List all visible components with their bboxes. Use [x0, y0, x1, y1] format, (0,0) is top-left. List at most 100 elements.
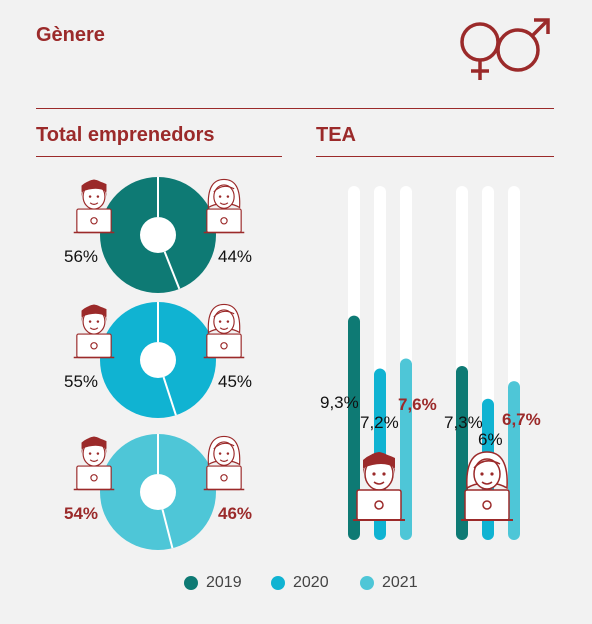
laptop-logo [90, 474, 98, 482]
donut-slice-dona [162, 376, 177, 416]
woman-illustration [203, 303, 245, 359]
eye-right [226, 195, 230, 198]
face-shape [213, 309, 235, 334]
donut-hole [140, 342, 176, 378]
legend-item-2020: 2020 [271, 574, 329, 592]
man-illustration [73, 179, 115, 234]
eye-left [218, 452, 222, 455]
mouth-shape [481, 481, 493, 485]
tea-group-dona: 7,3%6%6,7% [444, 186, 541, 540]
tea-label-2021: 7,6% [398, 395, 437, 414]
pct-label-dona: 44% [218, 247, 252, 266]
total-emprenedors-donuts: 56% 44% 55% 45% 54% 46% [64, 177, 252, 550]
donut-2020: 55% 45% [64, 302, 252, 418]
eye-right [96, 452, 100, 455]
pct-label-home: 54% [64, 504, 98, 523]
eye-right [96, 320, 100, 323]
legend-item-2019: 2019 [184, 574, 242, 592]
tea-bar-2019 [348, 315, 360, 540]
man-illustration [73, 436, 115, 491]
legend-label-2021: 2021 [382, 574, 418, 591]
laptop-shape [356, 489, 402, 521]
hair-fringe [473, 460, 501, 469]
laptop-logo [374, 500, 384, 510]
donut-2021: 54% 46% [64, 434, 252, 550]
hair-fringe [213, 185, 235, 193]
eye-right [490, 472, 494, 476]
tea-group-home: 9,3%7,2%7,6% [320, 186, 437, 540]
laptop-shape [464, 489, 510, 521]
laptop-shape [206, 208, 242, 234]
mouth-shape [219, 202, 229, 205]
pct-label-dona: 45% [218, 372, 252, 391]
man-illustration [353, 452, 405, 521]
legend-dot-2020 [271, 576, 285, 590]
donut-slice-dona [161, 509, 174, 549]
pct-label-home: 56% [64, 247, 98, 266]
legend-label-2019: 2019 [206, 574, 242, 591]
woman-illustration [461, 451, 513, 521]
mouth-shape [89, 202, 99, 205]
legend-label-2020: 2020 [293, 574, 329, 591]
right-section-divider [316, 156, 554, 157]
pct-label-home: 55% [64, 372, 98, 391]
laptop-logo [220, 342, 228, 350]
laptop-shape [76, 208, 112, 234]
eye-right [96, 195, 100, 198]
eye-right [226, 452, 230, 455]
tea-label-2019: 9,3% [320, 393, 359, 412]
laptop-shape [76, 465, 112, 491]
right-section-title: TEA [316, 124, 356, 146]
laptop-shape [206, 465, 242, 491]
hair-fringe [363, 453, 395, 468]
mouth-shape [373, 481, 385, 485]
laptop-logo [90, 217, 98, 225]
tea-bar-chart: 9,3%7,2%7,6%7,3%6%6,7% [320, 186, 541, 540]
face-shape [213, 184, 235, 209]
tea-bar-2021 [508, 381, 520, 540]
eye-left [88, 452, 92, 455]
face-shape [213, 441, 235, 466]
laptop-shape [76, 333, 112, 359]
laptop-logo [90, 342, 98, 350]
laptop-logo [220, 217, 228, 225]
laptop-shape [206, 333, 242, 359]
face-shape [473, 458, 501, 490]
mouth-shape [89, 459, 99, 462]
eye-right [382, 472, 386, 476]
eye-left [88, 320, 92, 323]
tea-label-2021: 6,7% [502, 410, 541, 429]
donut-hole [140, 474, 176, 510]
legend-item-2021: 2021 [360, 574, 418, 592]
left-section-divider [36, 156, 282, 157]
header-divider [36, 108, 554, 109]
donut-2019: 56% 44% [64, 177, 252, 293]
hair-fringe [81, 180, 107, 192]
tea-label-2019: 7,3% [444, 413, 483, 432]
page-title: Gènere [36, 24, 105, 46]
mouth-shape [89, 327, 99, 330]
tea-label-2020: 7,2% [360, 413, 399, 432]
mouth-shape [219, 327, 229, 330]
eye-left [218, 320, 222, 323]
pct-label-dona: 46% [218, 504, 252, 523]
donut-slice-dona [163, 251, 181, 290]
man-illustration [73, 304, 115, 359]
woman-illustration [203, 435, 245, 491]
hair-fringe [213, 442, 235, 450]
legend-dot-2019 [184, 576, 198, 590]
laptop-logo [482, 500, 492, 510]
eye-left [480, 472, 484, 476]
gender-symbols-icon [460, 18, 550, 80]
hair-fringe [81, 305, 107, 317]
woman-illustration [203, 178, 245, 234]
eye-left [218, 195, 222, 198]
hair-fringe [213, 310, 235, 318]
hair-fringe [81, 437, 107, 449]
legend-dot-2021 [360, 576, 374, 590]
donut-hole [140, 217, 176, 253]
tea-label-2020: 6% [478, 430, 503, 449]
eye-left [372, 472, 376, 476]
tea-bar-2021 [400, 358, 412, 540]
eye-right [226, 320, 230, 323]
